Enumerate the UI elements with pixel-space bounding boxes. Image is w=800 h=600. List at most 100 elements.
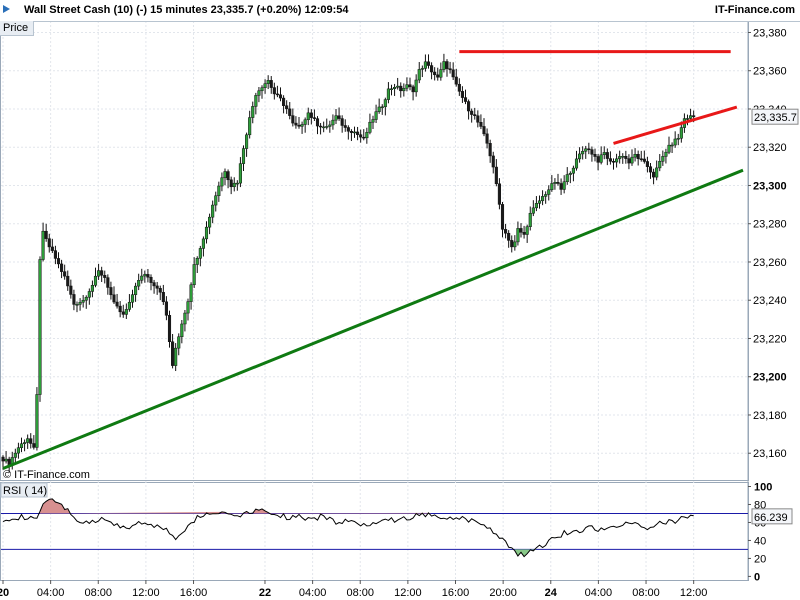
candle-bear (624, 155, 628, 159)
candle-bear (451, 69, 455, 78)
candle-bear (272, 87, 276, 95)
time-x-tick-label: 20 (0, 587, 9, 599)
candle-bear (470, 110, 474, 115)
price-y-tick-label: 23,200 (753, 372, 787, 384)
candle-bear (593, 154, 597, 157)
candles-group (1, 53, 696, 473)
candle-bear (426, 61, 431, 66)
candle-bear (56, 258, 61, 265)
candle-bull (195, 258, 199, 265)
candle-bull (75, 304, 79, 306)
candle-bear (167, 315, 172, 342)
candle-bull (201, 238, 205, 249)
time-x-tick-label: 12:00 (680, 587, 708, 599)
candle-bull (238, 163, 242, 184)
candle-bear (343, 125, 347, 128)
candle-bull (371, 119, 375, 123)
time-x-tick-label: 08:00 (632, 587, 660, 599)
candle-bull (584, 148, 588, 152)
candle-bull (544, 194, 548, 197)
candle-bear (642, 158, 646, 162)
candle-bear (645, 161, 649, 167)
candle-bull (97, 270, 101, 277)
candle-bull (217, 185, 221, 197)
candle-bear (356, 131, 360, 135)
candle-bear (106, 277, 110, 288)
candle-bear (445, 61, 449, 69)
candle-bear (652, 171, 656, 178)
candle-bull (16, 447, 20, 454)
rsi-y-tick-label: 100 (754, 481, 772, 493)
candle-bull (251, 106, 255, 118)
candle-bull (393, 86, 397, 90)
rsi-label: RSI ( 14) (3, 485, 47, 497)
candle-bull (414, 79, 418, 93)
candle-bull (174, 347, 178, 366)
candle-bear (556, 182, 560, 184)
candle-bear (278, 94, 283, 99)
candle-bear (436, 74, 440, 78)
arrow-right-icon[interactable] (3, 5, 10, 13)
candle-bull (525, 226, 529, 235)
candle-bear (171, 341, 175, 366)
candle-bull (186, 301, 190, 314)
candle-bull (180, 323, 184, 338)
candle-bull (689, 115, 693, 119)
candle-bull (442, 61, 446, 70)
candle-bear (60, 263, 64, 272)
candle-bear (636, 154, 640, 159)
candle-bull (658, 161, 662, 169)
candle-bull (306, 112, 310, 121)
candle-bear (482, 126, 486, 135)
candle-bull (377, 106, 381, 112)
candle-bear (337, 115, 341, 119)
candle-bull (664, 151, 668, 157)
candle-bear (269, 80, 273, 88)
candle-bear (605, 152, 609, 159)
candle-bear (433, 71, 437, 76)
candle-bull (124, 309, 128, 315)
candle-bull (513, 241, 517, 248)
candle-bull (352, 131, 357, 134)
last-price-label: 23,335.7 (754, 112, 797, 124)
time-x-tick-label: 04:00 (585, 587, 613, 599)
candle-bull (19, 443, 24, 448)
candle-bear (504, 229, 508, 234)
candle-bear (473, 114, 477, 116)
rsi-last-value-label: 66.239 (754, 512, 788, 524)
candle-bull (423, 61, 427, 69)
candle-bull (615, 158, 619, 163)
candle-bull (405, 84, 409, 89)
candle-bear (29, 438, 33, 444)
candle-bull (127, 301, 131, 310)
support-trendline (2, 168, 744, 470)
candle-bull (13, 452, 17, 458)
candle-bull (531, 207, 535, 214)
candle-bull (685, 118, 690, 120)
candle-bull (516, 228, 520, 243)
candle-bear (100, 270, 104, 276)
price-panel-tab[interactable]: Price (0, 21, 34, 36)
candle-bull (130, 294, 135, 303)
candle-bull (241, 148, 246, 164)
rsi-last-value-box (751, 508, 793, 525)
candle-bull (220, 177, 224, 187)
price-y-tick-label: 23,240 (753, 295, 787, 307)
candle-bull (670, 144, 674, 147)
candle-bear (349, 131, 353, 133)
rsi-oversold-fill (514, 549, 537, 557)
last-price-box (751, 108, 799, 125)
candle-bear (47, 238, 51, 248)
price-y-tick-label: 23,360 (753, 66, 787, 78)
copyright-label: © IT-Finance.com (3, 469, 90, 481)
candle-bear (285, 105, 289, 110)
candle-bear (611, 161, 616, 163)
candle-bull (417, 69, 421, 81)
candle-bear (457, 83, 461, 92)
candle-bull (325, 126, 329, 128)
candle-bull (574, 158, 579, 169)
price-panel-frame (0, 21, 749, 481)
candle-bear (448, 68, 452, 71)
candle-bull (84, 296, 88, 301)
